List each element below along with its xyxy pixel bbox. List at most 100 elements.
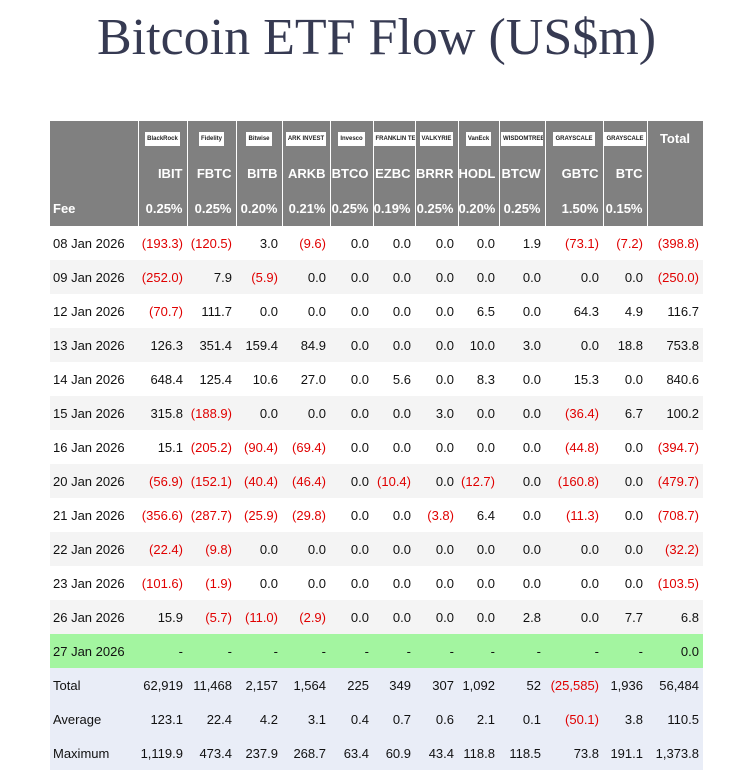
fee-value: 0.20% <box>458 190 500 226</box>
summary-value: 1,564 <box>282 668 330 702</box>
flow-value: 4.9 <box>624 303 643 319</box>
date: 08 Jan 2026 <box>53 235 125 251</box>
flow-value: 0.0 <box>415 532 458 566</box>
ticker: GBTC <box>545 156 604 190</box>
logo-cell: BlackRock <box>138 121 188 156</box>
ticker: BTC <box>603 156 648 190</box>
flow-value: (46.4) <box>282 464 330 498</box>
flow-value: 648.4 <box>150 371 183 387</box>
flow-value: 0.0 <box>522 303 541 319</box>
flow-value: 0.0 <box>373 260 415 294</box>
summary-value: 123.1 <box>138 702 187 736</box>
flow-value: (5.7) <box>187 600 236 634</box>
flow-value: 100.2 <box>647 396 703 430</box>
logo-cell: WISDOMTREE <box>499 121 546 156</box>
flow-value: 0.0 <box>499 396 545 430</box>
flow-value: (287.7) <box>190 507 232 523</box>
fee-value: 0.25% <box>138 190 188 226</box>
flow-value: 0.0 <box>624 371 643 387</box>
fee-value: 0.21% <box>282 190 331 226</box>
flow-value: (25.9) <box>244 507 278 523</box>
flow-value: 0.0 <box>415 328 458 362</box>
summary-value: 225 <box>330 668 373 702</box>
flow-value: 315.8 <box>138 396 187 430</box>
issuer-logo: Bitwise <box>246 132 272 147</box>
date: 21 Jan 2026 <box>53 507 125 523</box>
flow-row: 23 Jan 2026 (101.6) (1.9) 0.0 0.0 0.0 0.0 0.0 0.… <box>50 566 703 600</box>
logo-cell: GRAYSCALE <box>603 121 648 156</box>
summary-value: 307 <box>415 668 458 702</box>
fee-value: 0.15% <box>603 190 648 226</box>
flow-value: (70.7) <box>149 303 183 319</box>
summary-value: 1,936 <box>603 668 647 702</box>
flow-value: (188.9) <box>187 396 236 430</box>
flow-value: 0.0 <box>415 260 458 294</box>
flow-value: (9.8) <box>187 532 236 566</box>
summary-value: 1,119.9 <box>138 736 187 770</box>
flow-value: 0.0 <box>350 439 369 455</box>
flow-value: 126.3 <box>138 328 187 362</box>
flow-value: 0.0 <box>499 464 545 498</box>
flow-value: (152.1) <box>187 464 236 498</box>
flow-value: 0.0 <box>330 260 373 294</box>
flow-value: (479.7) <box>647 464 703 498</box>
flow-value: 0.0 <box>603 532 647 566</box>
ticker: ARKB <box>282 156 331 190</box>
flow-value: 6.8 <box>647 600 703 634</box>
flow-value: 0.0 <box>580 575 599 591</box>
flow-value: - <box>236 634 282 668</box>
flow-value: 27.0 <box>300 371 326 387</box>
logo-cell: Bitwise <box>236 121 283 156</box>
flow-value: 1.9 <box>522 235 541 251</box>
summary-row: Maximum 1,119.9 473.4 237.9 268.7 63.4 60.9 43.… <box>50 736 703 770</box>
flow-value: 0.0 <box>350 507 369 523</box>
flow-value: 0.0 <box>282 260 330 294</box>
flow-value: 0.0 <box>458 260 499 294</box>
ticker: HODL <box>458 156 500 190</box>
date: 22 Jan 2026 <box>50 532 138 566</box>
flow-value: 0.0 <box>435 371 454 387</box>
flow-value: 0.0 <box>522 507 541 523</box>
flow-value: 0.0 <box>373 396 415 430</box>
flow-value: 0.0 <box>458 396 499 430</box>
flow-value: (22.4) <box>138 532 187 566</box>
flow-value: 18.8 <box>603 328 647 362</box>
logo-cell: GRAYSCALE <box>545 121 604 156</box>
flow-value: 0.0 <box>236 532 282 566</box>
flow-value: 0.0 <box>476 575 495 591</box>
flow-value: (252.0) <box>138 260 187 294</box>
flow-value: 3.0 <box>499 328 545 362</box>
flow-value: 5.6 <box>392 371 411 387</box>
flow-value: 840.6 <box>666 371 699 387</box>
flow-row: 08 Jan 2026 (193.3) (120.5) 3.0 (9.6) 0.0 0.0 0… <box>50 226 703 260</box>
flow-value: - <box>499 634 545 668</box>
flow-value: (1.9) <box>205 575 232 591</box>
flow-value: 10.6 <box>252 371 278 387</box>
logo-row: BlackRock Fidelity Bitwise ARK INVEST Invesc… <box>50 121 704 190</box>
flow-value: 0.0 <box>458 600 499 634</box>
flow-value: (9.6) <box>299 235 326 251</box>
flow-value: (356.6) <box>141 507 183 523</box>
flow-value: 15.9 <box>138 600 187 634</box>
flow-value: 351.4 <box>187 328 236 362</box>
flow-value: - <box>603 634 647 668</box>
issuer-logo: GRAYSCALE <box>604 132 646 147</box>
flow-value: (69.4) <box>292 439 326 455</box>
issuer-logo: Invesco <box>338 132 365 147</box>
flow-row: 26 Jan 2026 15.9 (5.7) (11.0) (2.9) 0.0 0.0 0.0… <box>50 600 703 634</box>
date: 20 Jan 2026 <box>50 464 138 498</box>
flow-value: (250.0) <box>647 260 703 294</box>
flow-value: (29.8) <box>292 507 326 523</box>
flow-value: (120.5) <box>190 235 232 251</box>
flow-value: 0.0 <box>373 328 415 362</box>
flow-value: (73.1) <box>565 235 599 251</box>
flow-value: 0.0 <box>392 235 411 251</box>
flow-value: 0.0 <box>435 235 454 251</box>
flow-value: 0.0 <box>545 600 603 634</box>
flow-value: 0.0 <box>499 260 545 294</box>
summary-value: (50.1) <box>545 702 603 736</box>
flow-row: 12 Jan 2026 (70.7) 111.7 0.0 0.0 0.0 0.0 0.0 6.5… <box>50 294 703 328</box>
flow-value: (708.7) <box>657 507 699 523</box>
flow-value: 0.0 <box>647 634 703 668</box>
